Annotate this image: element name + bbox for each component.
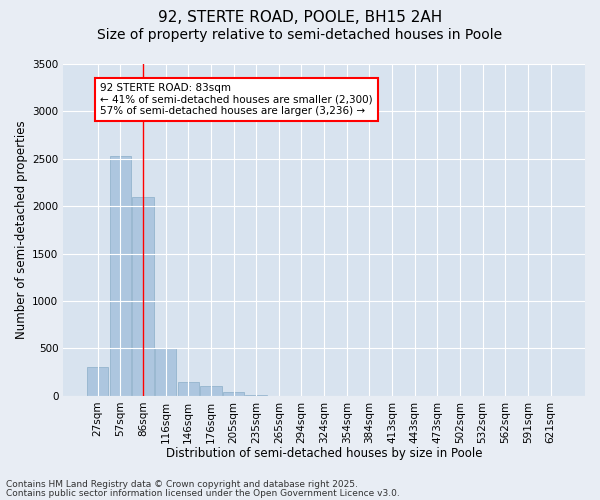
Text: 92, STERTE ROAD, POOLE, BH15 2AH: 92, STERTE ROAD, POOLE, BH15 2AH — [158, 10, 442, 25]
Text: Contains HM Land Registry data © Crown copyright and database right 2025.: Contains HM Land Registry data © Crown c… — [6, 480, 358, 489]
Text: Size of property relative to semi-detached houses in Poole: Size of property relative to semi-detach… — [97, 28, 503, 42]
Y-axis label: Number of semi-detached properties: Number of semi-detached properties — [15, 120, 28, 339]
Bar — [200, 386, 221, 396]
Bar — [132, 196, 154, 396]
Bar — [178, 382, 199, 396]
Text: Contains public sector information licensed under the Open Government Licence v3: Contains public sector information licen… — [6, 489, 400, 498]
Bar — [87, 368, 109, 396]
Bar — [155, 348, 176, 396]
Text: 92 STERTE ROAD: 83sqm
← 41% of semi-detached houses are smaller (2,300)
57% of s: 92 STERTE ROAD: 83sqm ← 41% of semi-deta… — [100, 83, 373, 116]
Bar — [110, 156, 131, 396]
X-axis label: Distribution of semi-detached houses by size in Poole: Distribution of semi-detached houses by … — [166, 447, 482, 460]
Bar — [223, 392, 244, 396]
